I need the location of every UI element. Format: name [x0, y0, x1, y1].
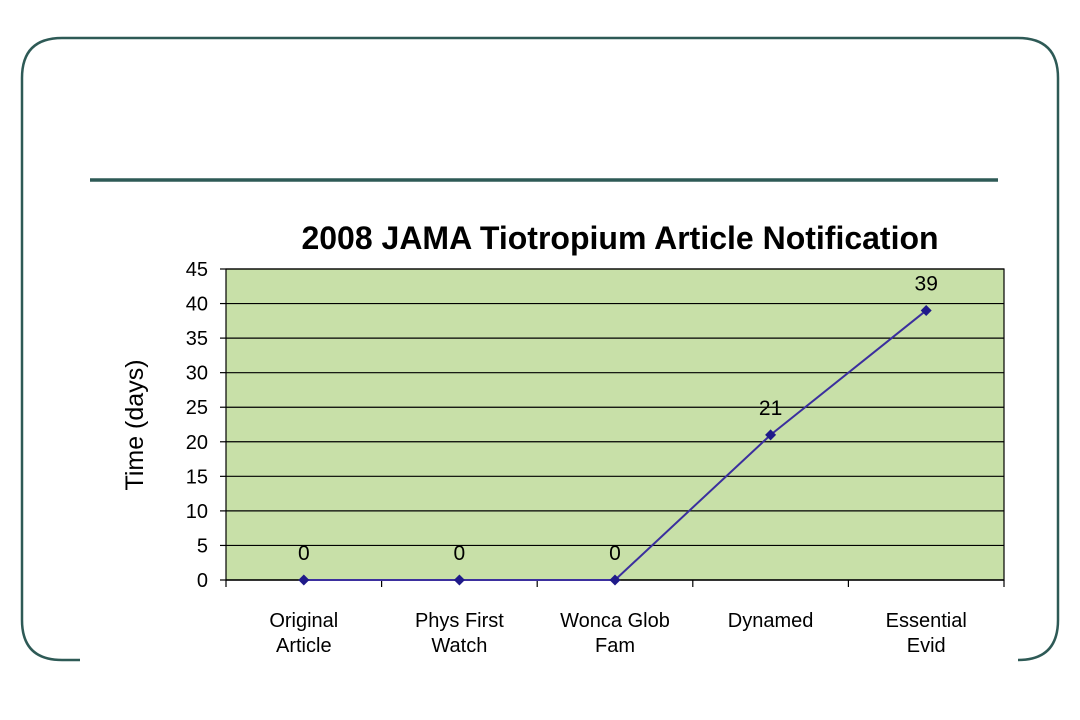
data-point-marker [453, 574, 465, 586]
x-category-label: Essential Evid [886, 610, 967, 657]
y-tick-label: 5 [197, 535, 208, 557]
data-label: 0 [609, 542, 621, 565]
y-tick-label: 0 [197, 570, 208, 592]
data-point-marker [765, 429, 777, 441]
chart-title: 2008 JAMA Tiotropium Article Notificatio… [301, 220, 938, 256]
y-tick-label: 35 [186, 328, 208, 350]
data-point-marker [609, 574, 621, 586]
x-category-label-line: Phys First [415, 610, 504, 632]
x-category-label: Phys First Watch [415, 610, 504, 657]
y-tick-label: 15 [186, 466, 208, 488]
x-category-label-line: Essential [886, 610, 967, 632]
x-category-label-line: Dynamed [728, 610, 814, 632]
y-tick-label: 30 [186, 363, 208, 385]
data-label: 0 [454, 542, 466, 565]
y-tick-label: 10 [186, 501, 208, 523]
x-category-label-line: Watch [431, 635, 487, 657]
rounded-frame-border [20, 36, 1060, 662]
y-tick-label: 20 [186, 432, 208, 454]
x-category-label-line: Wonca Glob [560, 610, 670, 632]
data-point-marker [920, 304, 932, 316]
plot-background [226, 269, 1004, 580]
x-category-label: Wonca Glob Fam [560, 610, 670, 657]
data-point-marker [298, 574, 310, 586]
y-axis-title: Time (days) [121, 359, 149, 490]
data-label: 39 [915, 272, 938, 295]
x-category-label-line: Evid [907, 635, 946, 657]
y-tick-label: 45 [186, 259, 208, 281]
x-category-label: Original Article [269, 610, 338, 657]
x-category-label-line: Original [269, 610, 338, 632]
data-label: 21 [759, 397, 782, 420]
data-label: 0 [298, 542, 310, 565]
x-category-label-line: Article [276, 635, 332, 657]
plot-area: 0 5 10 15 20 25 30 35 40 45 Original Article Phys Fi… [186, 259, 1005, 657]
x-category-label: Dynamed [728, 610, 814, 632]
x-category-label-line: Fam [595, 635, 635, 657]
y-tick-label: 40 [186, 294, 208, 316]
y-tick-label: 25 [186, 397, 208, 419]
